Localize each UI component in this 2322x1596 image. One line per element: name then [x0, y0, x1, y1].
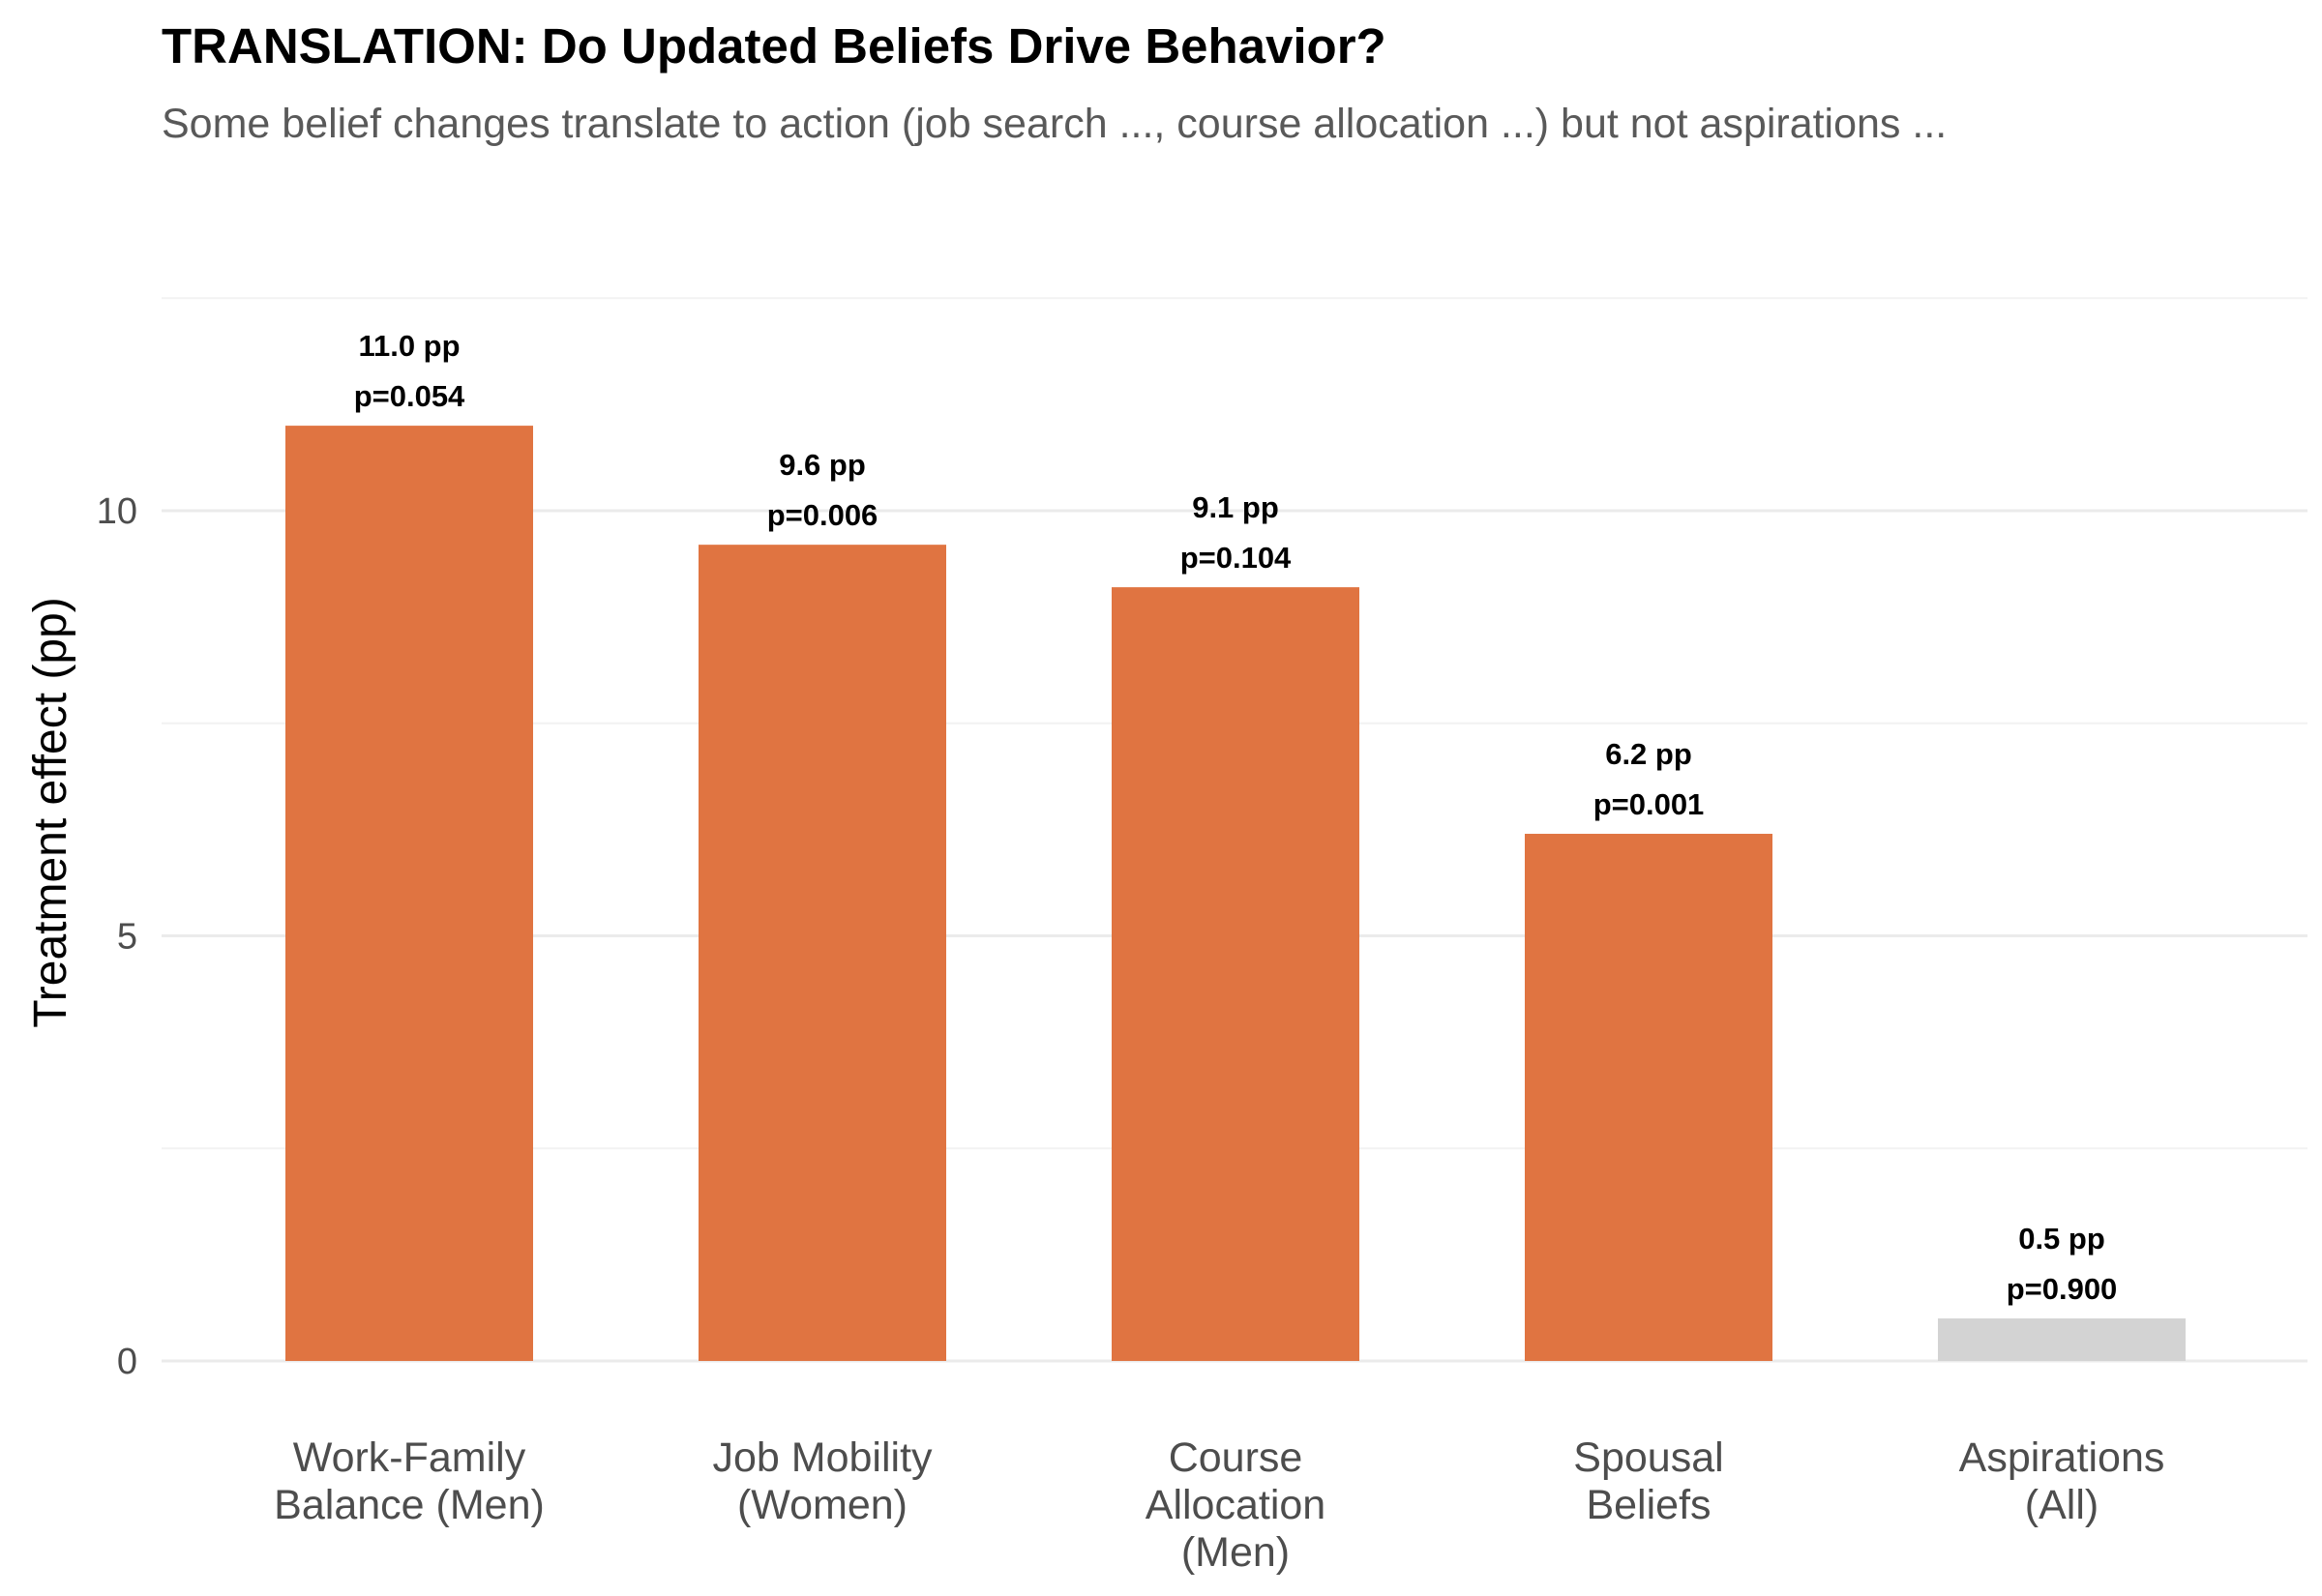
bars — [285, 426, 2186, 1362]
x-category-label: Spousal Beliefs — [1573, 1434, 1723, 1528]
bar — [1112, 587, 1359, 1361]
bar-labels: 11.0 pp p=0.054 9.6 pp p=0.006 9.1 pp p=0.104… — [354, 329, 2118, 1306]
bar-value-label: 9.1 pp — [1192, 490, 1279, 524]
bar-p-value-label: p=0.900 — [2007, 1272, 2118, 1306]
bar-value-label: 9.6 pp — [779, 448, 866, 482]
x-category-label: Course Allocation (Men) — [1146, 1434, 1325, 1576]
x-axis-categories: Work-Family Balance (Men) Job Mobility (Wom… — [274, 1434, 2164, 1576]
bar — [285, 426, 533, 1362]
chart-title: TRANSLATION: Do Updated Beliefs Drive Be… — [162, 18, 1386, 74]
bar-p-value-label: p=0.104 — [1180, 541, 1292, 575]
bar-p-value-label: p=0.001 — [1593, 787, 1705, 821]
y-tick-label: 10 — [97, 491, 137, 532]
bar-value-label: 0.5 pp — [2018, 1222, 2105, 1256]
bar-p-value-label: p=0.006 — [767, 498, 878, 532]
bar — [1525, 834, 1772, 1361]
x-category-label: Job Mobility (Women) — [712, 1434, 933, 1528]
bar-p-value-label: p=0.054 — [354, 379, 465, 413]
x-category-label: Work-Family Balance (Men) — [274, 1434, 545, 1528]
y-axis-ticks: 0 5 10 — [97, 491, 137, 1382]
y-axis-label: Treatment effect (pp) — [25, 597, 76, 1028]
bar — [699, 545, 946, 1361]
y-tick-label: 0 — [117, 1342, 137, 1382]
bar — [1938, 1318, 2186, 1361]
bar-value-label: 6.2 pp — [1605, 737, 1692, 771]
bar-value-label: 11.0 pp — [358, 329, 460, 363]
y-tick-label: 5 — [117, 917, 137, 958]
chart-subtitle: Some belief changes translate to action … — [162, 101, 1948, 147]
x-category-label: Aspirations (All) — [1959, 1434, 2165, 1528]
